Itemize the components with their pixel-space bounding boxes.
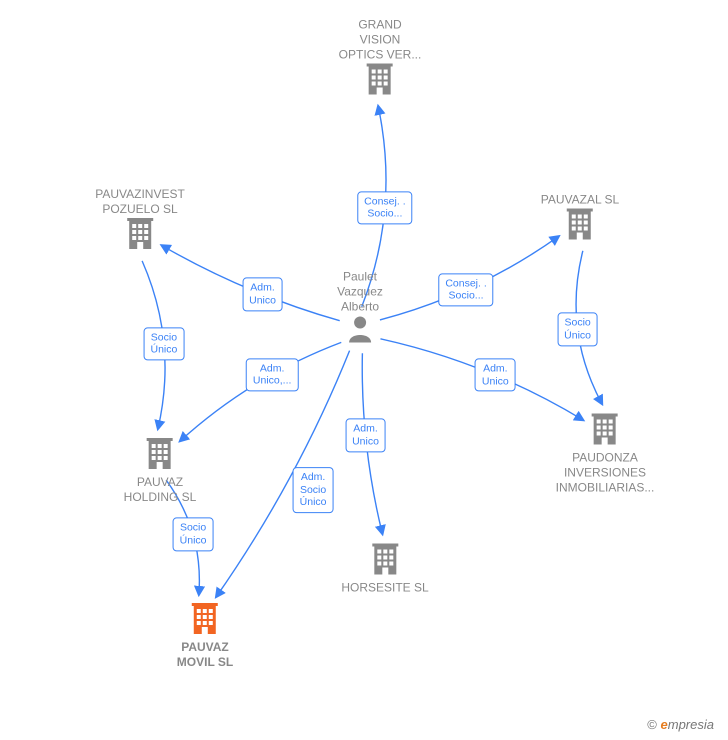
edge-label: Consej. . Socio... [438,273,493,306]
node-label: PAUVAZ MOVIL SL [177,640,233,670]
edge-label: Adm. Unico [475,359,516,392]
company-node[interactable]: HORSESITE SL [341,542,428,595]
node-label: PAUVAZINVEST POZUELO SL [95,187,185,217]
person-node[interactable]: Paulet Vazquez Alberto [337,267,383,346]
edge-label: Consej. . Socio... [357,191,412,224]
node-label: PAUVAZ HOLDING SL [124,475,197,505]
credit-line: © empresia [647,717,714,732]
company-node[interactable]: PAUVAZ HOLDING SL [124,437,197,505]
building-icon [366,62,394,98]
building-icon [191,602,219,638]
edge-label: Adm. Unico [345,419,386,452]
node-label: Paulet Vazquez Alberto [337,269,383,314]
edge-label: Adm. Socio Único [293,467,334,513]
building-icon [371,542,399,578]
person-icon [347,314,373,346]
edges-layer [0,0,728,740]
company-node[interactable]: PAUVAZ MOVIL SL [177,602,233,670]
edge-label: Socio Único [144,327,185,360]
diagram-canvas: Paulet Vazquez Alberto GRAND VISION OPTIC… [0,0,728,740]
node-label: HORSESITE SL [341,580,428,595]
building-icon [146,437,174,473]
company-node[interactable]: PAUVAZAL SL [541,190,619,243]
node-label: GRAND VISION OPTICS VER... [339,17,422,62]
edge-label: Socio Único [557,313,598,346]
building-icon [566,207,594,243]
edge-label: Socio Único [173,518,214,551]
company-node[interactable]: PAUVAZINVEST POZUELO SL [95,185,185,253]
node-label: PAUDONZA INVERSIONES INMOBILIARIAS... [556,450,655,495]
company-node[interactable]: GRAND VISION OPTICS VER... [339,15,422,98]
edge-label: Adm. Unico,... [246,358,299,391]
edge-label: Adm. Unico [242,278,283,311]
company-node[interactable]: PAUDONZA INVERSIONES INMOBILIARIAS... [556,412,655,495]
building-icon [591,412,619,448]
building-icon [126,217,154,253]
copyright-symbol: © [647,717,657,732]
brand-name: empresia [661,717,714,732]
node-label: PAUVAZAL SL [541,192,619,207]
